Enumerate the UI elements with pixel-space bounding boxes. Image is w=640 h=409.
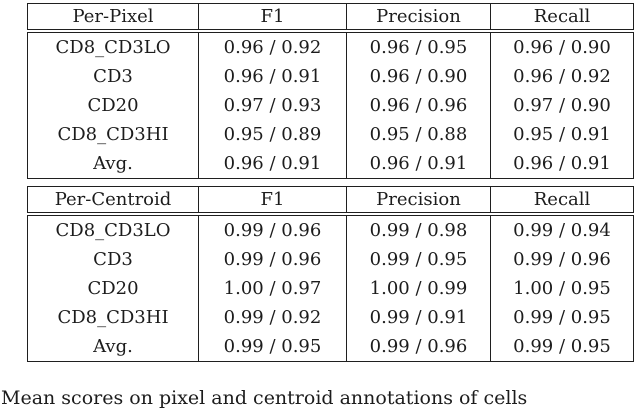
table-row: Avg. 0.96 / 0.91 0.96 / 0.91 0.96 / 0.91: [28, 149, 634, 179]
header-row: Per-Pixel F1 Precision Recall: [27, 3, 634, 33]
per-pixel-table-body: CD8_CD3LO 0.96 / 0.92 0.96 / 0.95 0.96 / 0.…: [28, 31, 634, 179]
per-centroid-table-header: Per-Centroid F1 Precision Recall: [27, 186, 634, 216]
metric-value-cell: 0.99 / 0.96: [490, 245, 634, 274]
metric-value-cell: 0.95 / 0.89: [198, 120, 347, 149]
paper-table-figure: Per-Pixel F1 Precision Recall CD8_CD3LO 0…: [1, 3, 634, 409]
metric-value-cell: 0.99 / 0.95: [346, 245, 491, 274]
table-row: CD8_CD3HI 0.99 / 0.92 0.99 / 0.91 0.99 / 0.…: [28, 303, 634, 332]
row-label: CD8_CD3HI: [57, 123, 169, 145]
table-row: CD20 1.00 / 0.97 1.00 / 0.99 1.00 / 0.95: [28, 274, 634, 303]
column-header-precision: Precision: [346, 186, 491, 216]
column-header-per-centroid: Per-Centroid: [27, 186, 199, 216]
per-centroid-table: Per-Centroid F1 Precision Recall CD8_CD3…: [27, 186, 634, 362]
metric-value-cell: 0.99 / 0.94: [490, 214, 634, 245]
metric-value-cell: 0.99 / 0.96: [198, 214, 347, 245]
per-pixel-table-header: Per-Pixel F1 Precision Recall: [27, 3, 634, 33]
metric-value-cell: 0.96 / 0.95: [346, 31, 491, 62]
row-label: CD20: [87, 94, 139, 116]
metric-value-cell: 0.97 / 0.93: [198, 91, 347, 120]
column-header-f1: F1: [198, 186, 347, 216]
caption-text-clipped: Mean scores on pixel and centroid annota…: [1, 387, 528, 409]
row-label: CD20: [87, 277, 139, 299]
metric-value-cell: 0.99 / 0.95: [490, 303, 634, 332]
metric-value-cell: 0.96 / 0.96: [346, 91, 491, 120]
table-row: CD3 0.96 / 0.91 0.96 / 0.90 0.96 / 0.92: [28, 62, 634, 91]
metric-value-cell: 0.96 / 0.91: [346, 149, 491, 179]
metric-value-cell: 0.99 / 0.95: [490, 332, 634, 362]
metric-value-cell: 0.99 / 0.92: [198, 303, 347, 332]
row-label: CD8_CD3LO: [55, 219, 171, 241]
metric-value-cell: 1.00 / 0.97: [198, 274, 347, 303]
metric-value-cell: 0.99 / 0.98: [346, 214, 491, 245]
metric-value-cell: 0.99 / 0.91: [346, 303, 491, 332]
metric-value-cell: 0.96 / 0.90: [490, 31, 634, 62]
metric-value-cell: 0.95 / 0.91: [490, 120, 634, 149]
column-header-precision: Precision: [346, 3, 491, 33]
column-header-recall: Recall: [490, 186, 634, 216]
metric-value-cell: 0.96 / 0.91: [490, 149, 634, 179]
metric-value-cell: 1.00 / 0.95: [490, 274, 634, 303]
metric-value-cell: 0.99 / 0.96: [198, 245, 347, 274]
metric-value-cell: 1.00 / 0.99: [346, 274, 491, 303]
row-label: CD8_CD3LO: [55, 36, 171, 58]
metric-value-cell: 0.96 / 0.92: [198, 31, 347, 62]
metric-value-cell: 0.99 / 0.95: [198, 332, 347, 362]
table-row: CD8_CD3LO 0.96 / 0.92 0.96 / 0.95 0.96 / 0.…: [28, 31, 634, 62]
metric-value-cell: 0.96 / 0.91: [198, 149, 347, 179]
header-row: Per-Centroid F1 Precision Recall: [27, 186, 634, 216]
table-row: CD3 0.99 / 0.96 0.99 / 0.95 0.99 / 0.96: [28, 245, 634, 274]
metric-value-cell: 0.96 / 0.90: [346, 62, 491, 91]
table-row: CD8_CD3HI 0.95 / 0.89 0.95 / 0.88 0.95 / 0.…: [28, 120, 634, 149]
per-pixel-table: Per-Pixel F1 Precision Recall CD8_CD3LO 0…: [27, 3, 634, 179]
column-header-recall: Recall: [490, 3, 634, 33]
row-label: CD3: [93, 248, 133, 270]
row-label: Avg.: [93, 335, 133, 357]
column-header-per-pixel: Per-Pixel: [27, 3, 199, 33]
table-row: CD20 0.97 / 0.93 0.96 / 0.96 0.97 / 0.90: [28, 91, 634, 120]
metric-value-cell: 0.96 / 0.92: [490, 62, 634, 91]
row-label: Avg.: [93, 152, 133, 174]
table-row: Avg. 0.99 / 0.95 0.99 / 0.96 0.99 / 0.95: [28, 332, 634, 362]
per-centroid-table-body: CD8_CD3LO 0.99 / 0.96 0.99 / 0.98 0.99 / 0.…: [28, 214, 634, 362]
row-label: CD8_CD3HI: [57, 306, 169, 328]
metric-value-cell: 0.95 / 0.88: [346, 120, 491, 149]
table-row: CD8_CD3LO 0.99 / 0.96 0.99 / 0.98 0.99 / 0.…: [28, 214, 634, 245]
row-label: CD3: [93, 65, 133, 87]
metric-value-cell: 0.97 / 0.90: [490, 91, 634, 120]
metric-value-cell: 0.96 / 0.91: [198, 62, 347, 91]
column-header-f1: F1: [198, 3, 347, 33]
metric-value-cell: 0.99 / 0.96: [346, 332, 491, 362]
